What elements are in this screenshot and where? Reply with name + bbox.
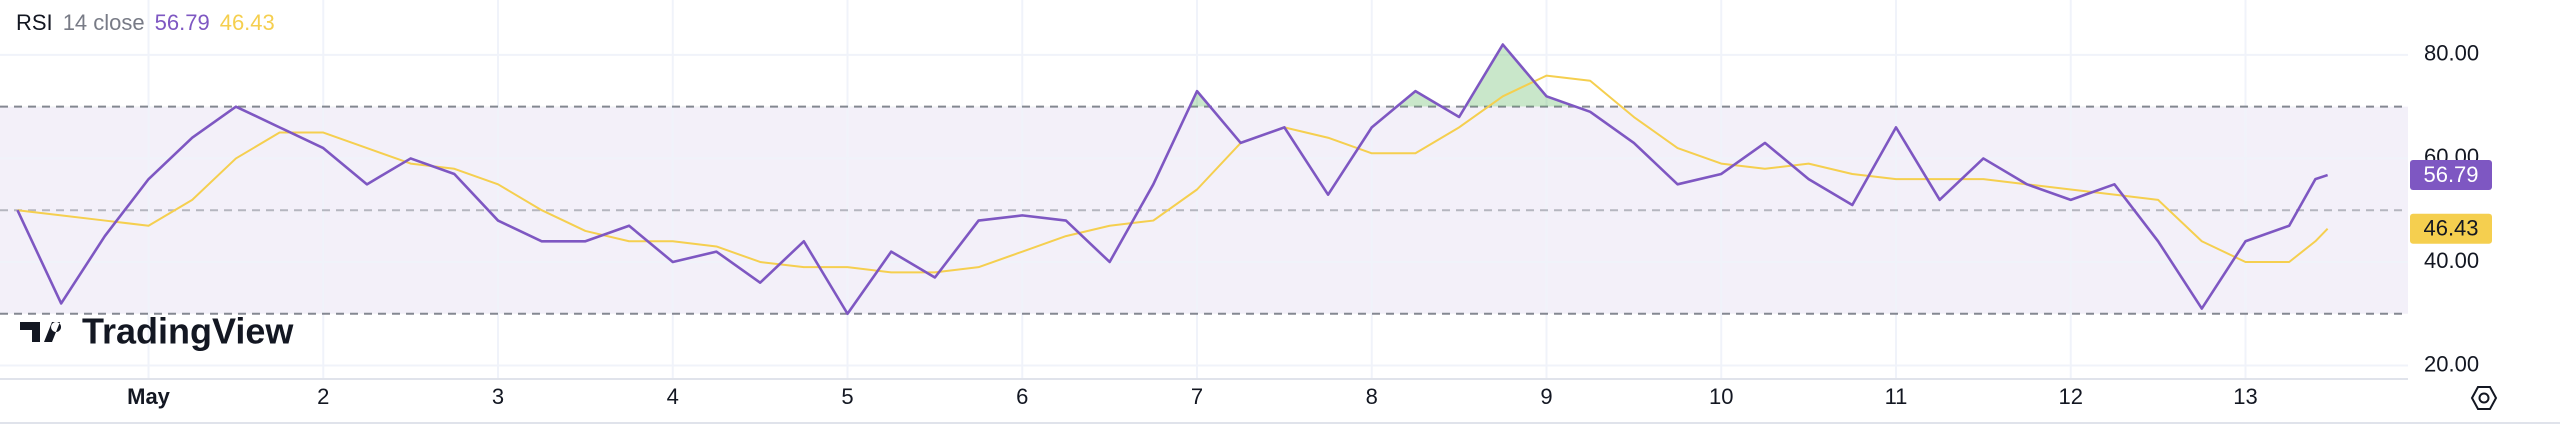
indicator-params: 14 close [62, 10, 145, 35]
series-line [16, 43, 2329, 316]
y-tick-label: 20.00 [2424, 351, 2479, 376]
x-tick-label: 8 [1366, 384, 1378, 409]
price-label: 46.43 [2423, 216, 2478, 241]
legend-value: 46.43 [219, 10, 275, 35]
legend-value: 56.79 [154, 10, 210, 35]
x-tick-label: 12 [2058, 384, 2082, 409]
x-tick-label: 3 [492, 384, 504, 409]
price-label-box [2410, 213, 2492, 244]
x-tick-label: 7 [1191, 384, 1203, 409]
logo-mark [20, 322, 62, 342]
x-tick-label: 13 [2233, 384, 2257, 409]
x-tick-label: 2 [317, 384, 329, 409]
price-label: 56.79 [2423, 162, 2478, 187]
indicator-name: RSI [16, 10, 53, 35]
x-tick-label: 11 [1885, 384, 1908, 409]
y-tick-label: 80.00 [2424, 41, 2479, 66]
x-tick-label: May [127, 384, 171, 409]
x-tick-label: 10 [1709, 384, 1733, 409]
x-tick-label: 4 [667, 384, 679, 409]
legend: RSI 14 close 56.79 46.43 [16, 10, 275, 36]
x-tick-label: 5 [841, 384, 853, 409]
settings-icon[interactable] [2470, 386, 2498, 410]
series-line [17, 74, 2329, 274]
x-tick-label: 6 [1016, 384, 1028, 409]
y-tick-label: 40.00 [2424, 248, 2479, 273]
icon-dot [2478, 392, 2490, 404]
price-label-box [2410, 160, 2492, 191]
x-tick-label: 9 [1540, 384, 1552, 409]
logo-text: TradingView [82, 311, 294, 352]
logo: TradingView [20, 311, 294, 352]
icon-hex [2470, 386, 2498, 410]
